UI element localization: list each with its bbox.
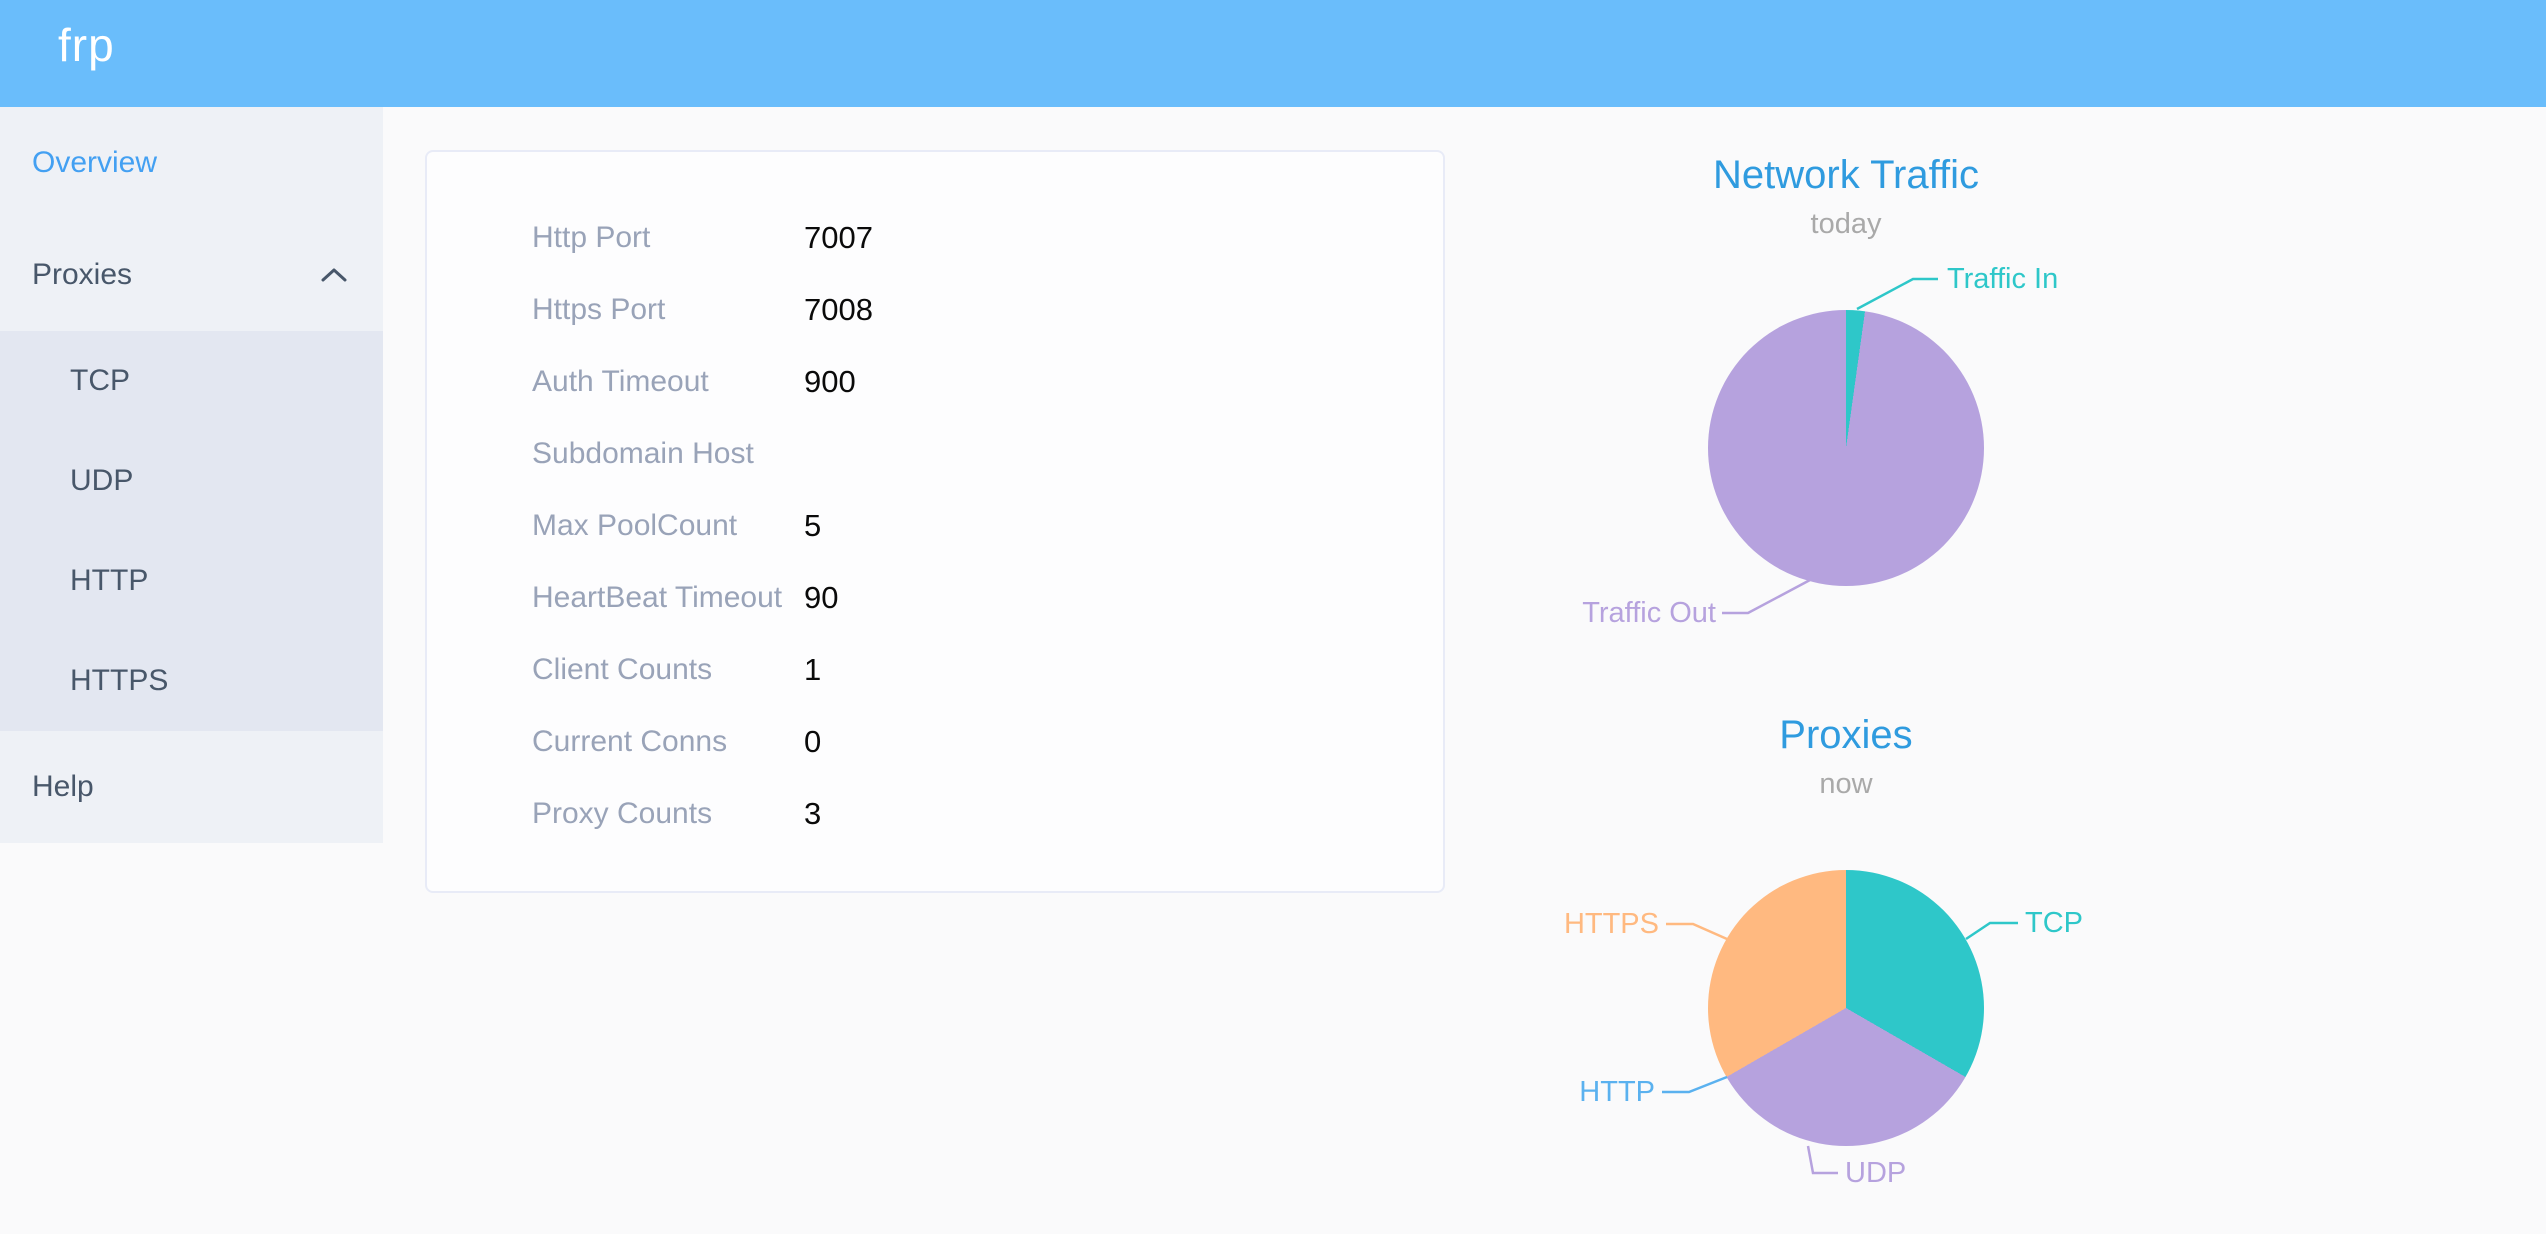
traffic-in-callout-line [1856,277,1938,311]
config-row-current-conns: Current Conns 0 [427,706,1443,778]
config-value: 7007 [804,220,873,255]
config-label: Https Port [532,293,666,326]
config-label: Client Counts [532,653,713,686]
config-row-heartbeat-timeout: HeartBeat Timeout 90 [427,562,1443,634]
sidebar-item-tcp[interactable]: TCP [0,331,383,431]
sidebar-proxies-submenu: TCP UDP HTTP HTTPS [0,331,383,731]
config-row-auth-timeout: Auth Timeout 900 [427,346,1443,418]
http-callout-line [1662,1075,1728,1094]
sidebar-item-help-label: Help [32,770,94,803]
sidebar-item-help[interactable]: Help [0,731,383,843]
sidebar-item-overview[interactable]: Overview [0,107,383,219]
config-value: 900 [804,364,856,399]
traffic-out-callout-line [1722,578,1811,615]
config-row-http-port: Http Port 7007 [427,202,1443,274]
config-value: 90 [804,580,839,615]
network-traffic-chart-title: Network Traffic [1713,153,1979,197]
http-label: HTTP [1579,1076,1655,1108]
tcp-callout-line [1965,921,2018,941]
config-value: 5 [804,508,822,543]
sidebar-item-proxies-label: Proxies [32,258,133,291]
config-label: Http Port [532,221,651,254]
traffic-in-label: Traffic In [1947,263,2059,295]
udp-callout-line [1806,1145,1838,1175]
config-row-proxy-counts: Proxy Counts 3 [427,778,1443,850]
config-value: 1 [804,652,822,687]
sidebar: Overview Proxies TCP UDP HTTP HTTPS Help [0,107,383,843]
config-value: 3 [804,796,822,831]
sidebar-item-udp-label: UDP [70,464,134,497]
proxies-pie[interactable] [1708,870,1984,1146]
network-traffic-chart: Network Traffic today Traffic In Traffic… [1558,140,2134,680]
https-label: HTTPS [1563,908,1659,940]
sidebar-item-overview-label: Overview [32,146,158,179]
network-traffic-chart-subtitle: today [1810,208,1882,240]
proxies-chart-title: Proxies [1779,713,1913,757]
config-label: Max PoolCount [532,509,738,542]
sidebar-item-tcp-label: TCP [70,364,130,397]
sidebar-item-http-label: HTTP [70,564,149,597]
proxies-chart: Proxies now TCP UDP HTTP HTTPS [1558,700,2134,1234]
config-label: Subdomain Host [532,437,754,470]
config-value: 0 [804,724,822,759]
config-row-client-counts: Client Counts 1 [427,634,1443,706]
sidebar-item-https[interactable]: HTTPS [0,631,383,731]
sidebar-item-proxies[interactable]: Proxies [0,219,383,331]
config-label: Auth Timeout [532,365,709,398]
proxies-chart-subtitle: now [1819,768,1873,800]
network-traffic-pie[interactable] [1708,310,1984,586]
config-row-subdomain-host: Subdomain Host [427,418,1443,490]
https-callout-line [1666,922,1728,941]
udp-label: UDP [1845,1157,1907,1189]
config-value: 7008 [804,292,873,327]
traffic-out-label: Traffic Out [1582,597,1716,629]
config-label: Proxy Counts [532,797,713,830]
config-row-max-poolcount: Max PoolCount 5 [427,490,1443,562]
config-label: Current Conns [532,725,728,758]
server-config-card: Http Port 7007 Https Port 7008 Auth Time… [425,150,1445,893]
tcp-label: TCP [2025,907,2083,939]
config-row-https-port: Https Port 7008 [427,274,1443,346]
chevron-up-icon [321,268,347,282]
app-header: frp [0,0,2546,107]
config-label: HeartBeat Timeout [532,581,783,614]
sidebar-item-https-label: HTTPS [70,664,169,697]
sidebar-item-http[interactable]: HTTP [0,531,383,631]
sidebar-item-udp[interactable]: UDP [0,431,383,531]
app-logo: frp [58,19,115,71]
